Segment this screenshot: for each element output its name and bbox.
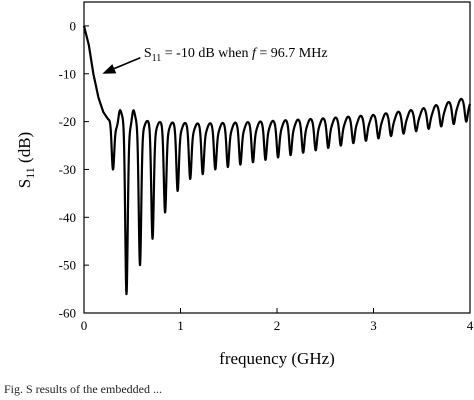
annotation-text-after: = 96.7 MHz [256,46,328,61]
y-tick-label: -20 [59,114,76,129]
s11-series-line [82,25,472,296]
y-tick-label: -30 [59,162,76,177]
annotation-arrow [111,57,141,71]
annotation-sub: 11 [152,53,162,64]
annotation: S11 = -10 dB when f = 96.7 MHz [102,46,328,74]
y-axis-title-sub: 11 [23,167,37,179]
annotation-prefix: S [144,46,152,61]
x-tick-label: 2 [274,318,281,333]
x-axis: 0 1 2 3 4 frequency (GHz) [81,308,474,368]
y-tick-label: -50 [59,258,76,273]
annotation-arrow-head [102,64,117,74]
y-tick-label: -60 [59,306,76,321]
x-ticks: 0 1 2 3 4 [81,308,474,333]
annotation-f-symbol: f [252,46,258,61]
y-tick-label: 0 [70,18,77,33]
x-tick-label: 1 [177,318,184,333]
y-tick-label: -10 [59,66,76,81]
x-tick-label: 0 [81,318,88,333]
x-tick-label: 4 [467,318,474,333]
y-ticks: 0 -10 -20 -30 -40 -50 -60 [59,18,89,321]
x-tick-label: 3 [370,318,377,333]
x-axis-title: frequency (GHz) [219,349,335,368]
figure-caption: Fig. S results of the embedded ... [4,382,162,396]
y-axis-title-main: S [15,179,34,188]
annotation-text: S11 = -10 dB when f = 96.7 MHz [144,46,328,64]
y-axis: 0 -10 -20 -30 -40 -50 -60 S11 (dB) [15,18,89,321]
y-axis-title: S11 (dB) [15,132,37,188]
annotation-text-before: = -10 dB when [161,46,252,61]
y-tick-label: -40 [59,210,76,225]
y-axis-title-unit: (dB) [15,132,34,167]
